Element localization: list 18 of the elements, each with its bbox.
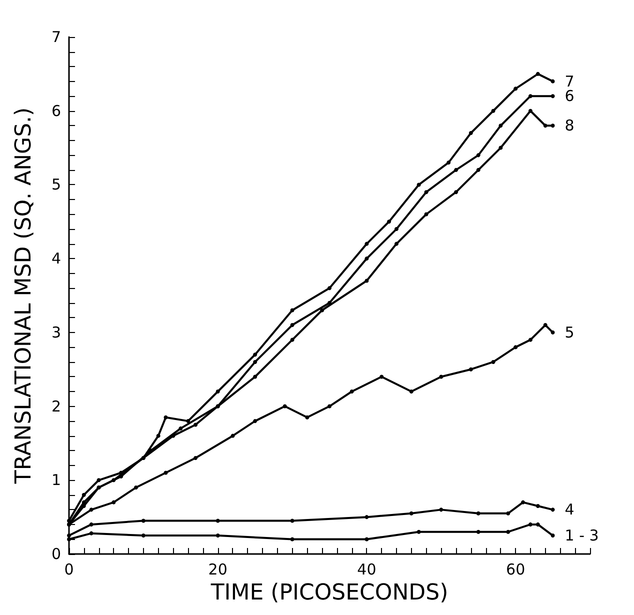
y-tick-label: 5 (51, 176, 61, 194)
x-tick-label: 20 (208, 560, 228, 578)
y-tick-label: 0 (51, 545, 61, 563)
x-axis-title: TIME (PICOSECONDS) (210, 580, 448, 606)
y-tick-label: 4 (51, 250, 61, 268)
series-label: 5 (564, 323, 574, 342)
y-axis-title: TRANSLATIONAL MSD (SQ. ANGS.) (12, 107, 36, 485)
series-label: 4 (564, 500, 574, 519)
y-tick-label: 7 (51, 28, 61, 46)
y-tick-label: 3 (51, 323, 61, 342)
x-tick-label: 40 (357, 560, 376, 578)
series-label: 8 (564, 116, 574, 135)
x-tick-label: 60 (506, 560, 526, 578)
y-tick-label: 2 (51, 397, 61, 416)
x-tick-label: 0 (64, 560, 74, 578)
y-tick-label: 1 (51, 471, 61, 490)
series-label: 1 - 3 (564, 526, 599, 545)
y-tick-label: 6 (51, 102, 61, 120)
